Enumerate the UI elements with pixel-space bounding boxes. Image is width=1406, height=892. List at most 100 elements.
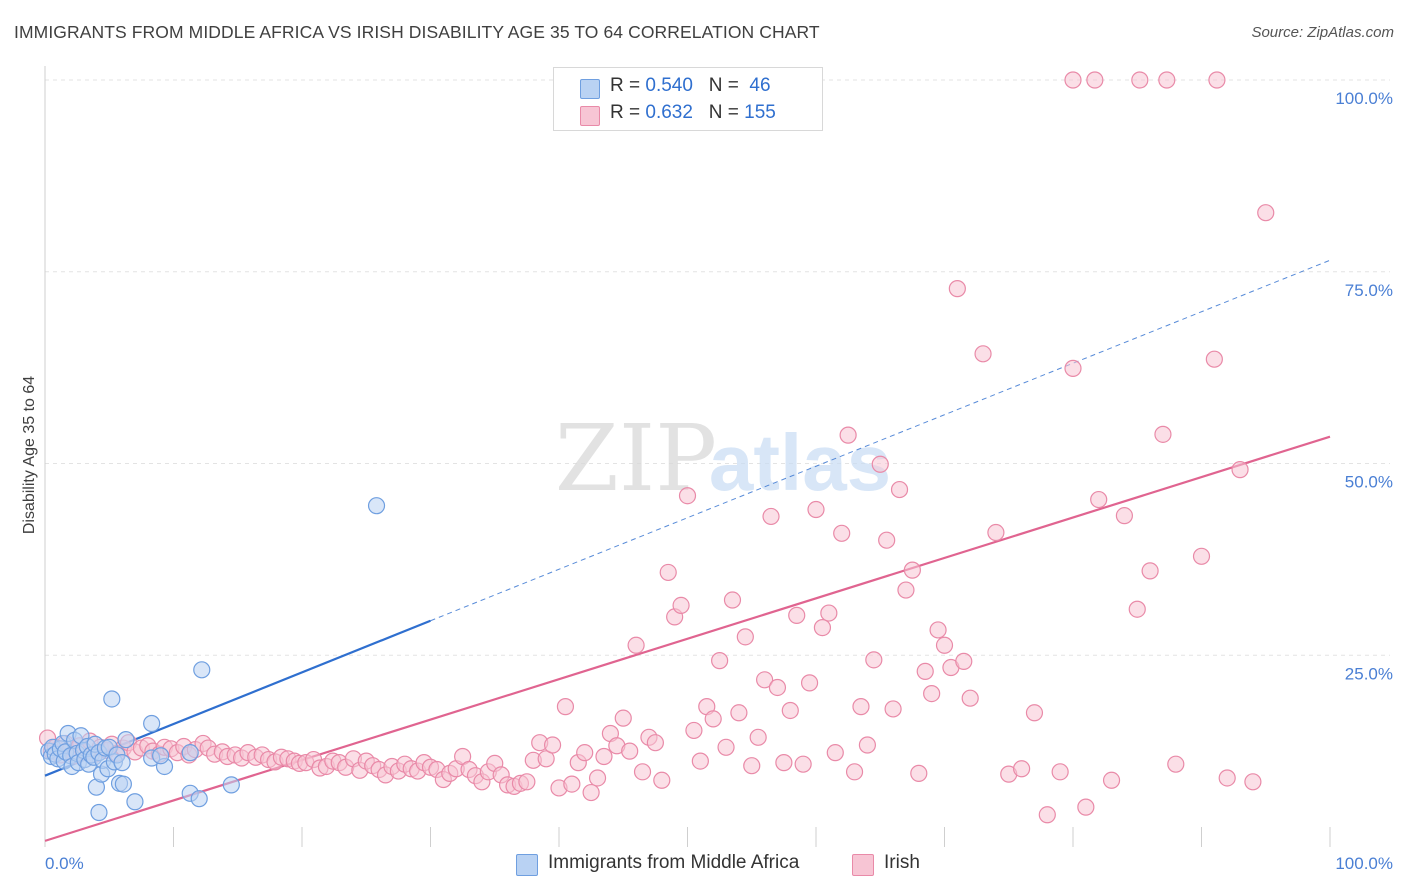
trend-line-pink [44, 435, 1331, 842]
point-irish [923, 684, 941, 703]
point-irish [858, 736, 877, 754]
point-irish [1064, 71, 1082, 89]
point-irish [685, 721, 703, 740]
y-axis-label: Disability Age 35 to 64 [21, 376, 38, 534]
point-irish [755, 671, 774, 689]
point-irish [563, 775, 581, 793]
point-irish [762, 507, 780, 526]
point-irish [1208, 71, 1226, 89]
point-irish [807, 500, 825, 519]
point-irish [1218, 769, 1236, 787]
point-irish [1257, 204, 1275, 222]
point-irish [897, 581, 915, 599]
point-irish [974, 345, 992, 363]
point-middle-africa [113, 754, 131, 772]
axes [44, 66, 1331, 847]
point-irish [691, 752, 709, 770]
point-middle-africa [222, 776, 240, 794]
point-middle-africa [114, 775, 132, 793]
point-irish [903, 561, 921, 579]
point-irish [935, 636, 954, 654]
watermark-atlas: atlas [709, 418, 891, 507]
x-tick-label: 0.0% [45, 854, 84, 873]
y-tick-label: 100.0% [1335, 89, 1393, 108]
point-irish [1115, 507, 1134, 525]
bottom-legend-label-blue: Immigrants from Middle Africa [548, 852, 800, 873]
legend-n-value: 46 [749, 75, 771, 96]
point-irish [1231, 461, 1249, 479]
point-middle-africa [90, 803, 108, 822]
point-irish [1077, 798, 1095, 816]
y-tick-label: 75.0% [1345, 281, 1393, 300]
point-irish [1038, 806, 1056, 824]
bottom-legend-swatch-blue [516, 854, 538, 876]
point-irish [1102, 771, 1121, 789]
point-irish [1090, 490, 1108, 509]
point-irish [1128, 600, 1146, 618]
legend: R = 0.540 N = 46 R = 0.632 N = 155 [553, 67, 823, 131]
point-irish [633, 763, 652, 781]
point-irish [839, 426, 857, 444]
bottom-legend-label-pink: Irish [884, 852, 920, 873]
point-irish [890, 480, 909, 499]
point-irish [1205, 350, 1223, 368]
legend-r-label: R = [610, 75, 646, 96]
point-irish [556, 698, 575, 716]
point-irish [1012, 760, 1031, 778]
point-irish [723, 591, 742, 609]
point-irish [929, 621, 947, 639]
point-irish [865, 651, 883, 669]
bottom-legend-swatch-pink [852, 854, 874, 876]
point-irish [916, 662, 934, 680]
point-irish [775, 754, 793, 772]
point-irish [736, 628, 754, 646]
point-irish [845, 763, 864, 781]
point-irish [537, 750, 555, 768]
point-middle-africa [126, 793, 144, 811]
legend-n-label: N = [708, 75, 745, 96]
point-irish [1086, 71, 1104, 89]
point-middle-africa [190, 790, 208, 808]
legend-swatch-blue [580, 79, 600, 99]
point-irish [768, 678, 787, 697]
point-irish [1051, 763, 1069, 781]
point-irish [717, 738, 735, 756]
point-irish [1064, 359, 1082, 377]
point-irish [1025, 704, 1044, 722]
grid-lines [45, 79, 1390, 656]
point-middle-africa [117, 731, 135, 749]
legend-n-value: 155 [744, 102, 776, 123]
point-irish [1192, 547, 1211, 565]
point-middle-africa [152, 747, 170, 765]
point-irish [800, 674, 819, 692]
y-tick-label: 50.0% [1345, 473, 1393, 492]
point-irish [948, 280, 966, 298]
point-irish [1158, 71, 1176, 89]
point-irish [672, 596, 690, 614]
point-irish [871, 455, 889, 473]
point-irish [595, 747, 613, 766]
point-irish [749, 728, 767, 746]
point-irish [910, 764, 928, 782]
point-irish [576, 744, 594, 762]
point-irish [704, 710, 722, 728]
point-irish [961, 689, 979, 707]
point-irish [1167, 755, 1185, 773]
point-irish [788, 606, 806, 624]
point-irish [813, 619, 832, 637]
point-irish [627, 636, 645, 654]
point-irish [518, 773, 536, 791]
point-irish [987, 523, 1005, 542]
legend-r-value: 0.632 [645, 102, 693, 123]
point-irish [1141, 562, 1159, 580]
point-irish [781, 701, 799, 720]
point-irish [820, 604, 838, 622]
point-irish [743, 757, 761, 775]
point-middle-africa [181, 744, 199, 762]
source-label: Source: ZipAtlas.com [1251, 24, 1394, 41]
point-irish [588, 769, 607, 787]
point-irish [794, 755, 812, 773]
point-irish [659, 563, 677, 582]
point-irish [646, 734, 664, 752]
